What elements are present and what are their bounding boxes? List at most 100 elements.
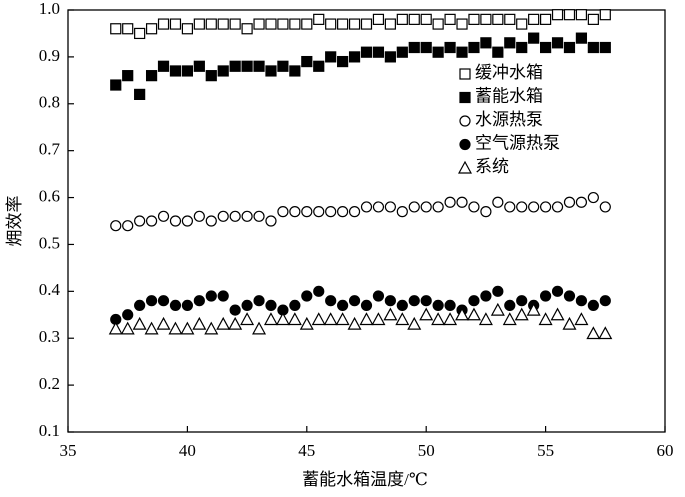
point bbox=[241, 210, 253, 222]
point bbox=[217, 210, 229, 222]
point bbox=[371, 312, 386, 326]
point bbox=[575, 196, 588, 208]
point bbox=[110, 220, 122, 232]
point bbox=[205, 18, 217, 30]
y-axis-label: 㶲效率 bbox=[5, 196, 24, 247]
point bbox=[396, 299, 408, 311]
point bbox=[372, 13, 385, 25]
point bbox=[180, 321, 195, 335]
point bbox=[311, 312, 326, 326]
point bbox=[313, 60, 325, 72]
point bbox=[337, 18, 349, 30]
point bbox=[204, 321, 219, 335]
point bbox=[551, 201, 564, 213]
point bbox=[516, 18, 528, 30]
point bbox=[468, 295, 480, 307]
point bbox=[395, 312, 410, 326]
point bbox=[145, 215, 158, 227]
point bbox=[110, 23, 122, 35]
point bbox=[110, 79, 122, 91]
point bbox=[348, 18, 361, 30]
point bbox=[301, 55, 313, 68]
point bbox=[193, 60, 205, 72]
point bbox=[289, 206, 301, 218]
point bbox=[575, 32, 588, 44]
point bbox=[120, 321, 135, 335]
point bbox=[408, 41, 420, 54]
point bbox=[360, 299, 373, 311]
point bbox=[563, 290, 576, 302]
point bbox=[157, 295, 170, 307]
point bbox=[301, 18, 313, 30]
point bbox=[514, 307, 529, 321]
point bbox=[229, 210, 241, 222]
legend-label: 系统 bbox=[475, 157, 509, 176]
point bbox=[134, 88, 146, 101]
point bbox=[551, 37, 564, 49]
point bbox=[492, 46, 504, 58]
point bbox=[420, 41, 432, 54]
point bbox=[575, 9, 588, 21]
point bbox=[587, 41, 599, 54]
point bbox=[313, 285, 325, 297]
point bbox=[444, 299, 456, 311]
point bbox=[348, 206, 361, 218]
point bbox=[263, 312, 278, 326]
point bbox=[216, 316, 231, 330]
point bbox=[217, 18, 229, 30]
point bbox=[504, 37, 516, 49]
point bbox=[468, 201, 480, 213]
point bbox=[265, 299, 277, 311]
point bbox=[168, 321, 183, 335]
point bbox=[289, 65, 301, 77]
point bbox=[408, 201, 420, 213]
point bbox=[205, 70, 217, 82]
y-tick-label: 0.9 bbox=[39, 46, 60, 65]
y-tick-label: 0.6 bbox=[39, 186, 60, 205]
point bbox=[528, 32, 540, 44]
point bbox=[228, 316, 243, 330]
point bbox=[431, 312, 446, 326]
point bbox=[598, 326, 613, 340]
point bbox=[348, 51, 361, 63]
point bbox=[383, 307, 398, 321]
point bbox=[516, 41, 528, 54]
point bbox=[277, 206, 289, 218]
point bbox=[480, 37, 492, 49]
point bbox=[299, 316, 314, 330]
y-tick-label: 1.0 bbox=[39, 0, 60, 18]
point bbox=[372, 201, 385, 213]
point bbox=[384, 295, 396, 307]
y-tick-label: 0.8 bbox=[39, 93, 60, 112]
point bbox=[539, 13, 552, 25]
point bbox=[337, 55, 349, 68]
point bbox=[455, 307, 470, 321]
point bbox=[538, 312, 553, 326]
point bbox=[408, 13, 420, 25]
point bbox=[550, 307, 565, 321]
point bbox=[599, 41, 611, 54]
point bbox=[313, 206, 325, 218]
point bbox=[337, 206, 349, 218]
point bbox=[217, 290, 229, 302]
point bbox=[384, 201, 396, 213]
point bbox=[587, 13, 599, 25]
point bbox=[492, 285, 504, 297]
point bbox=[193, 295, 205, 307]
point bbox=[323, 312, 338, 326]
point bbox=[432, 18, 444, 30]
point bbox=[325, 51, 337, 63]
point bbox=[313, 13, 325, 25]
x-tick-label: 40 bbox=[179, 441, 196, 460]
point bbox=[456, 196, 468, 208]
point bbox=[480, 13, 492, 25]
point bbox=[384, 51, 396, 63]
point bbox=[478, 312, 493, 326]
point bbox=[145, 23, 158, 35]
point bbox=[301, 206, 313, 218]
point bbox=[169, 18, 182, 30]
point bbox=[145, 295, 158, 307]
legend-label: 蓄能水箱 bbox=[475, 86, 543, 105]
